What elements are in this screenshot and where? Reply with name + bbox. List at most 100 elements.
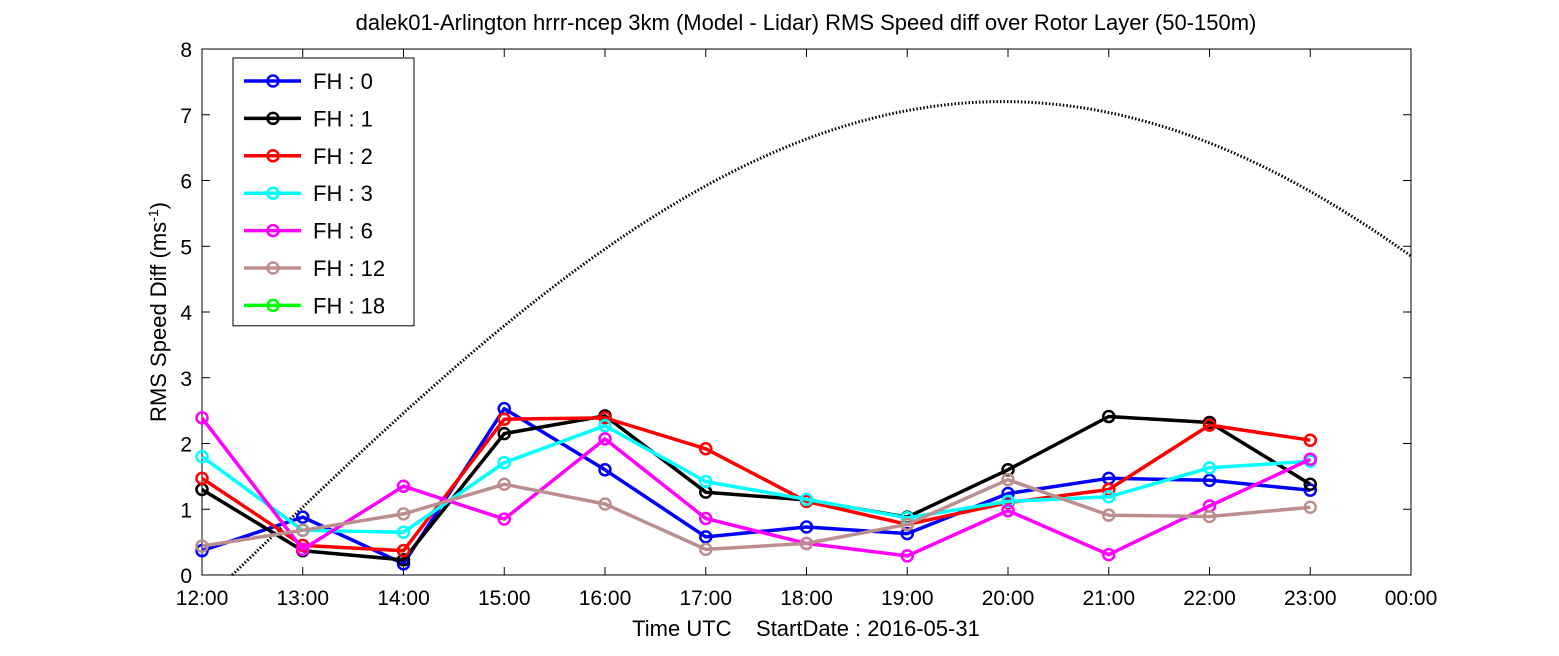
x-tick-label: 20:00 [982,587,1035,610]
data-point [296,510,310,524]
data-point [1001,494,1015,509]
legend-item: FH : 3 [244,181,373,206]
y-tick-label: 2 [180,434,192,457]
series-layer [195,401,1317,571]
y-tick-label: 5 [180,236,192,259]
y-tick-label: 3 [180,368,192,391]
legend-label: FH : 0 [313,69,373,94]
y-tick-label: 0 [180,565,192,588]
data-point [497,426,511,441]
legend-label: FH : 18 [313,293,385,318]
legend-item: FH : 0 [244,69,373,94]
y-axis-label-close: ) [146,202,171,209]
series-line [200,416,1312,558]
y-tick-label: 8 [180,39,192,62]
data-point [1102,409,1116,424]
data-point [195,449,209,464]
series-line [200,423,1311,535]
y-axis-label: RMS Speed Diff (ms-1) [145,202,171,422]
data-point [195,539,209,553]
series-line [201,477,1311,552]
axis-ticks: 12:00 13:00 14:00 15:00 16:00 17:00 18:00 19:00… [176,39,1438,610]
data-point [296,523,310,538]
data-point [598,463,612,477]
data-point [396,507,411,521]
data-point [900,549,914,563]
data-point [598,497,612,511]
x-tick-label: 18:00 [780,587,833,610]
legend: FH : 0 FH : 1 FH : 2 FH : 3 FH : 6 FH : 12 FH … [232,57,415,327]
data-point [396,479,411,493]
series-line [201,416,1311,553]
legend-item: FH : 6 [244,219,373,244]
y-tick-label: 1 [180,499,192,522]
data-point [699,530,713,544]
data-point [598,432,612,446]
legend-marker [266,149,280,163]
legend-label: FH : 12 [313,256,385,281]
x-tick-label: 13:00 [276,587,329,610]
data-point [195,471,209,486]
dotted-curve [231,100,1412,577]
legend-item: FH : 18 [244,293,385,318]
x-tick-label: 19:00 [881,587,934,610]
x-axis-label: Time UTC StartDate : 2016-05-31 [632,616,980,641]
data-point [296,542,310,557]
dotted-curve-layer [231,100,1412,577]
data-point [396,543,411,558]
series-line [201,414,1312,562]
data-point [799,492,814,507]
y-tick-label: 4 [180,302,192,325]
x-tick-label: 15:00 [478,587,531,610]
data-point [1303,477,1317,492]
data-point [900,517,914,532]
x-tick-label: 21:00 [1082,587,1135,610]
legend-item: FH : 2 [244,144,373,169]
data-point [1102,508,1116,522]
data-point [699,511,713,526]
legend-item: FH : 12 [244,256,385,281]
series [195,472,1317,557]
data-point [1102,547,1116,562]
data-point [598,411,612,425]
data-point [497,412,511,426]
data-point [497,477,511,492]
x-tick-label: 23:00 [1284,587,1337,610]
chart-title: dalek01-Arlington hrrr-ncep 3km (Model -… [356,10,1257,35]
legend-item: FH : 1 [244,106,373,131]
data-point [1202,461,1217,475]
legend-marker [266,223,280,238]
data-point [195,411,209,425]
x-tick-label: 22:00 [1183,587,1236,610]
legend-label: FH : 3 [313,181,373,206]
data-point [1001,472,1015,487]
data-point [1303,452,1317,467]
x-tick-label: 16:00 [579,587,632,610]
legend-marker [266,111,280,126]
series [195,418,1317,540]
data-point [799,520,814,534]
legend-marker [266,261,280,275]
data-point [598,418,612,433]
data-point [900,526,914,541]
legend-label: FH : 2 [313,144,373,169]
y-tick-label: 6 [180,171,192,194]
x-tick-label: 00:00 [1385,587,1438,610]
y-axis-label-sup: -1 [145,209,161,222]
data-point [497,455,511,470]
x-tick-label: 17:00 [679,587,732,610]
legend-label: FH : 6 [313,219,373,244]
data-point [396,525,411,540]
data-point [799,536,814,551]
data-point [1303,433,1317,447]
legend-marker [266,186,280,200]
x-tick-label: 14:00 [377,587,430,610]
data-point [699,474,713,489]
data-point [1202,509,1217,524]
legend-label: FH : 1 [313,106,373,131]
data-point [1102,490,1116,504]
data-point [1303,500,1317,515]
data-point [1001,503,1015,518]
data-point [1202,473,1217,488]
data-point [699,442,713,456]
